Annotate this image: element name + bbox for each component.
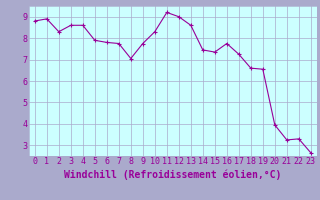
X-axis label: Windchill (Refroidissement éolien,°C): Windchill (Refroidissement éolien,°C) [64,169,282,180]
